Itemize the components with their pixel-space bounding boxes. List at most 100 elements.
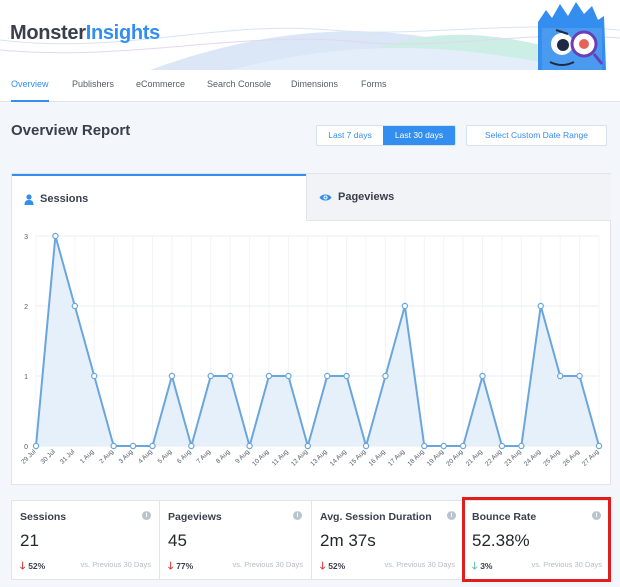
data-point	[129, 442, 137, 450]
x-tick-label: 17 Aug	[387, 448, 407, 468]
report-nav: Overview Publishers eCommerce Search Con…	[0, 70, 620, 102]
metric-value: 45	[168, 531, 187, 550]
y-tick-label: 3	[24, 234, 28, 241]
metric-compare: vs. Previous 30 Days	[531, 560, 602, 569]
metric-change: 🡓 3%	[472, 559, 493, 576]
metric-value: 52.38%	[472, 531, 530, 550]
x-tick-label: 15 Aug	[348, 448, 368, 468]
tab-ecommerce[interactable]: eCommerce	[136, 79, 186, 89]
chart-tab-sessions-label: Sessions	[40, 193, 89, 205]
data-point	[382, 372, 389, 380]
data-point	[479, 372, 486, 380]
x-tick-label: 20 Aug	[445, 448, 465, 468]
user-icon	[24, 194, 34, 205]
data-point	[421, 442, 428, 450]
metric-change: 🡓 52%	[320, 559, 345, 576]
x-tick-label: 18 Aug	[406, 448, 426, 468]
x-tick-label: 25 Aug	[542, 448, 562, 468]
x-tick-label: 12 Aug	[290, 448, 310, 468]
info-icon[interactable]: i	[592, 511, 601, 520]
metric-change-value: 52%	[328, 561, 346, 571]
metrics-row: Sessions i 21 🡓 52% vs. Previous 30 Days …	[11, 500, 611, 580]
eye-icon	[319, 194, 332, 201]
data-point	[304, 442, 311, 450]
metric-compare: vs. Previous 30 Days	[232, 560, 303, 569]
info-icon[interactable]: i	[142, 511, 151, 520]
x-tick-label: 29 Jul	[20, 448, 38, 466]
x-tick-label: 24 Aug	[523, 448, 543, 468]
chart-tab-sessions[interactable]: Sessions	[12, 174, 306, 221]
header-waves-decoration	[0, 26, 620, 70]
data-point	[324, 372, 331, 380]
last-7-days-button[interactable]: Last 7 days	[328, 130, 372, 140]
x-tick-label: 13 Aug	[309, 448, 329, 468]
x-tick-label: 1 Aug	[79, 448, 96, 465]
data-point	[52, 232, 59, 240]
data-point	[498, 442, 506, 450]
metric-compare: vs. Previous 30 Days	[384, 560, 455, 569]
data-point	[576, 372, 583, 380]
sessions-chart: 0 1 2 3 29 Jul 30 Jul 31 Jul 1 Aug 2 Aug 3 Aug 4 A…	[20, 232, 603, 468]
metric-compare: vs. Previous 30 Days	[80, 560, 151, 569]
data-point	[343, 372, 350, 380]
monsterinsights-logo[interactable]: MonsterInsights	[10, 22, 160, 45]
metric-label: Avg. Session Duration	[320, 511, 432, 523]
series-line	[35, 235, 600, 450]
chart-panel: 0 1 2 3 29 Jul 30 Jul 31 Jul 1 Aug 2 Aug 3 Aug 4 A…	[11, 173, 611, 485]
data-point	[110, 442, 117, 450]
custom-date-range-button[interactable]: Select Custom Date Range	[466, 125, 607, 146]
tab-overview[interactable]: Overview	[11, 70, 49, 102]
info-icon[interactable]: i	[293, 511, 302, 520]
tab-search-console[interactable]: Search Console	[207, 79, 272, 89]
x-tick-label: 19 Aug	[426, 448, 446, 468]
metric-change: 🡓 52%	[20, 559, 45, 576]
series-area	[36, 236, 599, 446]
data-point	[168, 372, 176, 380]
x-tick-label: 26 Aug	[562, 448, 582, 468]
header-banner: MonsterInsights	[0, 0, 620, 70]
data-point	[188, 442, 195, 450]
metric-card-sessions: Sessions i 21 🡓 52% vs. Previous 30 Days	[12, 501, 160, 579]
data-point	[401, 302, 409, 310]
x-tick-label: 27 Aug	[581, 448, 601, 468]
metric-card-pageviews: Pageviews i 45 🡓 77% vs. Previous 30 Days	[160, 501, 312, 579]
chart-tab-pageviews[interactable]: Pageviews	[306, 174, 611, 221]
metric-label: Pageviews	[168, 511, 222, 523]
metric-value: 21	[20, 531, 39, 550]
x-tick-label: 8 Aug	[215, 448, 232, 465]
logo-insights-text: Insights	[85, 22, 161, 44]
y-tick-label: 2	[24, 304, 28, 311]
chart-tab-pageviews-label: Pageviews	[338, 191, 395, 203]
data-point	[362, 442, 370, 450]
metric-card-avg-session-duration: Avg. Session Duration i 2m 37s 🡓 52% vs. …	[312, 501, 464, 579]
tab-publishers[interactable]: Publishers	[72, 79, 115, 89]
arrow-down-icon: 🡓	[320, 561, 326, 572]
x-tick-label: 2 Aug	[98, 448, 115, 465]
x-tick-label: 16 Aug	[368, 448, 388, 468]
x-tick-label: 4 Aug	[137, 448, 154, 465]
metric-value: 2m 37s	[320, 531, 376, 550]
tab-forms[interactable]: Forms	[361, 79, 387, 89]
x-tick-label: 14 Aug	[329, 448, 349, 468]
x-tick-label: 5 Aug	[157, 448, 174, 465]
metric-change-value: 3%	[480, 561, 493, 571]
data-point	[246, 442, 253, 450]
metric-change-value: 77%	[176, 561, 194, 571]
metric-label: Bounce Rate	[472, 511, 537, 523]
x-tick-label: 30 Jul	[40, 448, 58, 466]
x-tick-label: 6 Aug	[176, 448, 193, 465]
data-point	[149, 442, 156, 450]
arrow-down-icon: 🡓	[168, 561, 174, 572]
last-30-days-button[interactable]: Last 30 days	[383, 126, 455, 145]
x-tick-label: 3 Aug	[118, 448, 135, 465]
x-tick-label: 9 Aug	[234, 448, 251, 465]
tab-dimensions[interactable]: Dimensions	[291, 79, 339, 89]
info-icon[interactable]: i	[447, 511, 456, 520]
data-point	[207, 372, 214, 380]
data-point	[556, 372, 564, 380]
metric-label: Sessions	[20, 511, 67, 523]
data-point	[518, 442, 525, 450]
x-tick-label: 22 Aug	[484, 448, 504, 468]
date-range-toggle: Last 7 days Last 30 days	[316, 125, 456, 146]
x-tick-label: 23 Aug	[503, 448, 523, 468]
